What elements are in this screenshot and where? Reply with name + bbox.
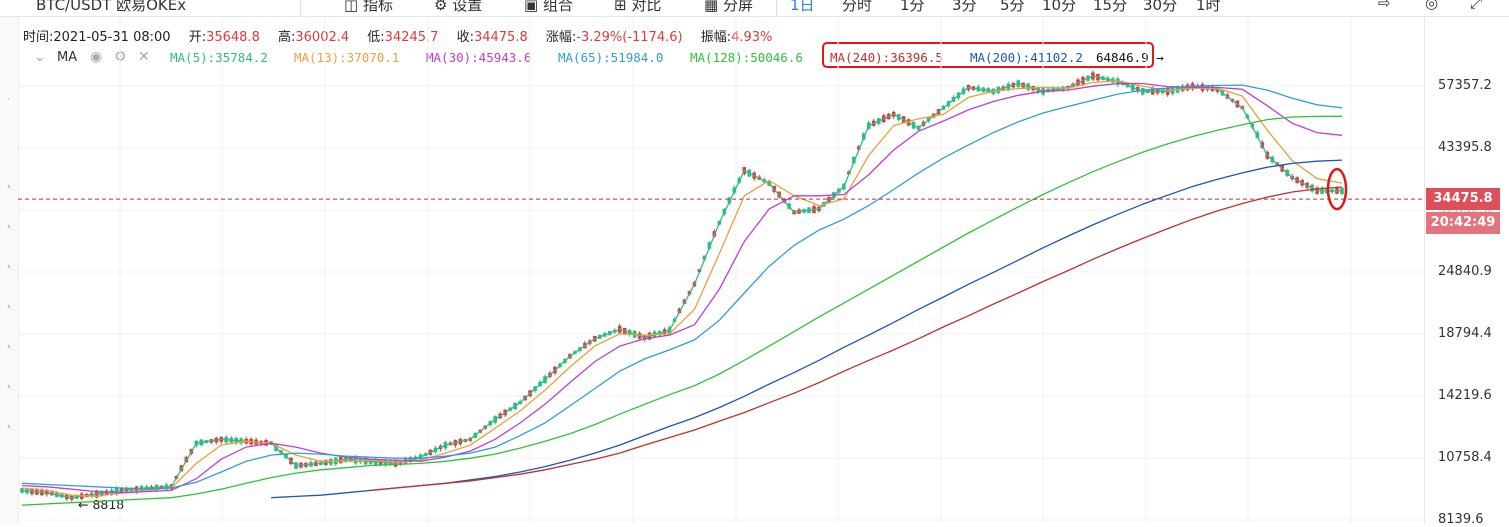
interval-tab-6[interactable]: 15分 [1093, 0, 1128, 14]
candle-body [20, 487, 24, 493]
split-screen-label: 分屏 [722, 0, 753, 14]
close-value: 34475.8 [473, 30, 528, 45]
ma-legend-item: MA(5):35784.2 [170, 50, 268, 65]
indicator-button[interactable]: ◫ 指标 [344, 0, 393, 15]
series-line-ma5 [21, 75, 1343, 499]
price-axis [1424, 17, 1509, 524]
interval-tab-2[interactable]: 1分 [900, 0, 925, 14]
time-value: 2021-05-31 08:00 [53, 30, 171, 45]
toolbar-divider [776, 0, 777, 16]
tool-icon[interactable]: › [7, 342, 11, 352]
left-toolbar: · › › › › › › › [0, 17, 19, 524]
change-value: -3.29%(-1174.6) [576, 30, 683, 45]
y-tick-label: 18794.4 [1438, 325, 1492, 341]
indicator-icon: ◫ [344, 0, 363, 14]
ma-legend-item: MA(13):37070.1 [294, 50, 400, 65]
eye-icon[interactable]: ◉ [90, 49, 103, 65]
y-tick-label: 43395.8 [1438, 139, 1492, 155]
open-value: 35648.8 [206, 30, 260, 45]
y-tick-label: 14219.6 [1438, 387, 1492, 403]
series-line-ma13 [21, 80, 1343, 498]
share-icon[interactable]: ⇨ [1378, 0, 1391, 12]
settings-button[interactable]: ⚙ 设置 [434, 0, 482, 15]
compare-label: 对比 [631, 0, 662, 14]
y-tick-label: 57357.2 [1438, 78, 1492, 93]
candle-body [727, 197, 732, 204]
tool-icon[interactable]: › [7, 382, 11, 392]
ma-legend-item: MA(200):41102.2 [970, 50, 1083, 65]
compare-button[interactable]: ⊞ 对比 [614, 0, 661, 15]
interval-tab-0[interactable]: 1日 [790, 0, 815, 14]
symbol-title[interactable]: BTC/USDT 欧易OKEx [36, 0, 187, 14]
ma-legend-item: MA(240):36396.5 [830, 50, 943, 65]
low-label: 低: [367, 30, 385, 45]
series-line-ma65 [21, 84, 1343, 490]
high-marker-label: 64846.9 → [1096, 50, 1164, 65]
change-label: 涨幅: [545, 30, 577, 45]
highlight-ellipse [1326, 167, 1348, 211]
ma-legend-item: MA(128):50046.6 [690, 50, 803, 65]
amplitude-label: 振幅: [700, 30, 732, 45]
low-value: 34245.7 [384, 30, 439, 45]
close-icon[interactable]: ✕ [138, 49, 150, 65]
close-label: 收: [456, 30, 474, 45]
split-screen-button[interactable]: ▦ 分屏 [704, 0, 753, 15]
highlight-box [822, 42, 1154, 68]
series-line-ma128 [21, 115, 1343, 506]
tool-icon[interactable]: › [7, 222, 11, 232]
interval-tab-8[interactable]: 1时 [1196, 0, 1221, 14]
current-price-badge: 34475.8 [1426, 188, 1500, 211]
tool-icon[interactable]: › [7, 262, 11, 272]
interval-tab-4[interactable]: 5分 [1000, 0, 1025, 14]
toolbar-divider [300, 0, 301, 16]
ohlc-info-line: 时间:2021-05-31 08:00 开:35648.8 高:36002.4 … [23, 26, 786, 45]
price-chart[interactable] [0, 0, 1424, 524]
compose-icon: ▣ [524, 0, 543, 14]
interval-tab-7[interactable]: 30分 [1143, 0, 1178, 14]
high-label: 高: [277, 30, 296, 45]
amplitude-value: 4.93% [731, 30, 773, 45]
candle-body [732, 187, 737, 193]
series-line-ma30 [21, 82, 1343, 494]
settings-label: 设置 [452, 0, 483, 14]
y-tick-label: 24840.9 [1438, 263, 1492, 279]
compose-label: 组合 [542, 0, 573, 14]
split-screen-icon: ▦ [704, 0, 723, 14]
candle-body [707, 242, 712, 249]
countdown-badge: 20:42:49 [1426, 212, 1500, 235]
interval-tab-5[interactable]: 10分 [1042, 0, 1077, 14]
time-label: 时间: [23, 30, 54, 45]
gear-icon: ⚙ [434, 0, 453, 14]
candle-body [852, 156, 856, 164]
tool-icon[interactable]: · [7, 95, 10, 105]
compose-button[interactable]: ▣ 组合 [524, 0, 573, 15]
tool-icon[interactable]: › [7, 182, 11, 192]
candle-body [702, 255, 707, 260]
interval-tab-1[interactable]: 分时 [842, 0, 873, 14]
open-label: 开: [188, 30, 207, 45]
ma-legend-item: MA(30):45943.6 [426, 50, 532, 65]
collapse-chevron-icon[interactable]: ⌄ [34, 49, 46, 65]
candle-body [857, 146, 861, 150]
fullscreen-icon[interactable]: ⤢ [1470, 0, 1483, 12]
indicator-label: 指标 [362, 0, 393, 14]
high-value: 36002.4 [295, 30, 350, 45]
y-tick-label: 10758.4 [1438, 449, 1492, 465]
camera-icon[interactable]: ◎ [1425, 0, 1439, 12]
series-line-ma240 [370, 186, 1343, 492]
indicator-name: MA [57, 50, 78, 65]
toolbar: BTC/USDT 欧易OKEx ◫ 指标 ⚙ 设置 ▣ 组合 ⊞ 对比 ▦ 分屏… [0, 0, 1509, 17]
ma-legend-item: MA(65):51984.0 [558, 50, 664, 65]
y-tick-label: 8139.6 [1438, 512, 1484, 527]
compare-icon: ⊞ [614, 0, 632, 14]
tool-icon[interactable]: › [7, 422, 11, 432]
tool-icon[interactable]: › [7, 302, 11, 312]
interval-tab-3[interactable]: 3分 [952, 0, 977, 14]
